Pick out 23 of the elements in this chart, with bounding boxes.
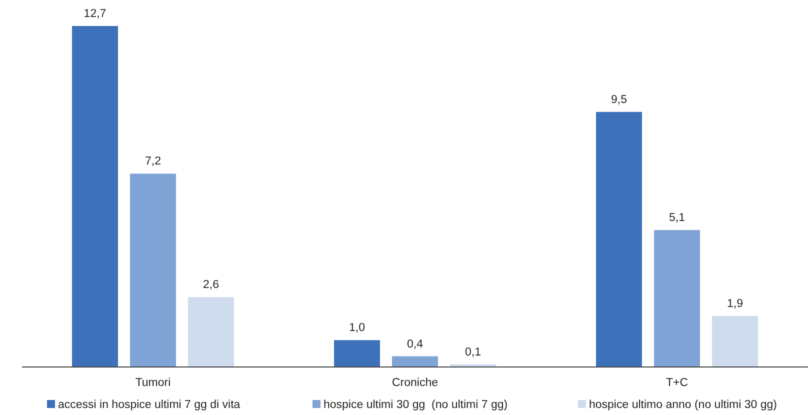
data-label: 1,9 (727, 298, 743, 310)
legend-label: hospice ultimo anno (no ultimi 30 gg) (589, 399, 778, 411)
x-tick-label: Tumori (135, 377, 171, 389)
bar (392, 356, 438, 367)
bar (596, 112, 642, 367)
bar (188, 297, 234, 367)
legend-label: hospice ultimi 30 gg (no ultimi 7 gg) (324, 399, 508, 411)
data-label: 5,1 (669, 212, 685, 224)
x-tick-label: T+C (666, 377, 688, 389)
data-label: 1,0 (349, 322, 365, 334)
data-label: 0,4 (407, 338, 424, 350)
data-label: 9,5 (611, 94, 627, 106)
data-label: 12,7 (84, 8, 106, 20)
legend-label: accessi in hospice ultimi 7 gg di vita (58, 399, 241, 411)
bar (334, 340, 380, 367)
bar (712, 316, 758, 367)
data-label: 0,1 (465, 346, 481, 358)
x-tick-label: Croniche (392, 377, 438, 389)
bar (72, 26, 118, 367)
bar (654, 230, 700, 367)
data-label: 7,2 (145, 156, 161, 168)
bar (130, 174, 176, 367)
data-label: 2,6 (203, 279, 219, 292)
